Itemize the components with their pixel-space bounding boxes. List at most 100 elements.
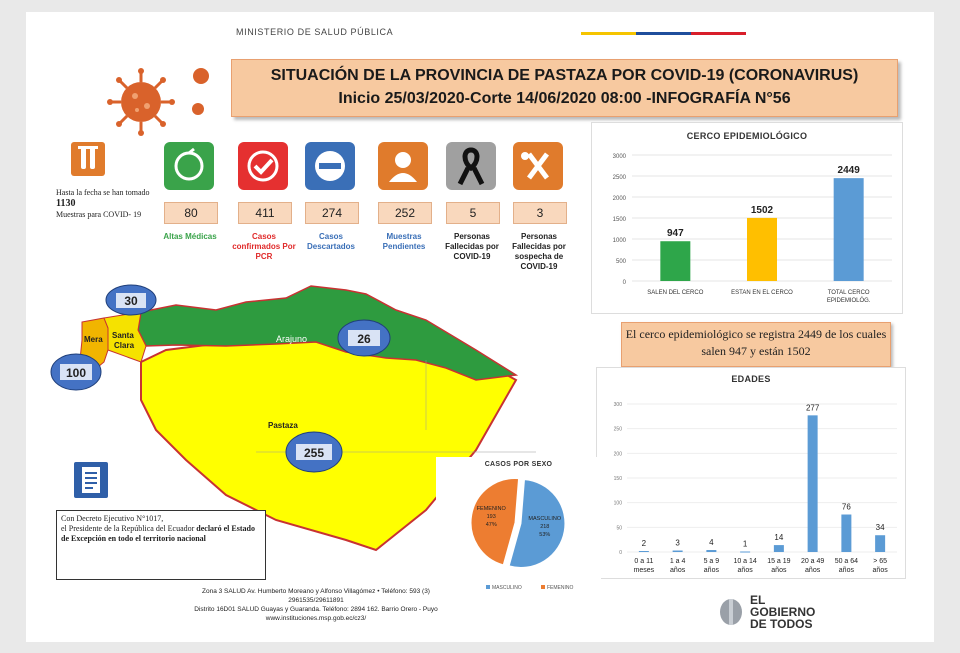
map-label-pastaza: Pastaza: [268, 421, 298, 430]
ages-bar: [706, 550, 717, 552]
pie-slice-value: 193: [487, 514, 496, 520]
stat-value: 80: [164, 202, 218, 224]
pie-legend-swatch: [486, 585, 490, 589]
ages-ytick: 50: [616, 525, 622, 531]
ages-ytick: 0: [619, 550, 622, 556]
ages-ytick: 300: [614, 402, 623, 408]
ages-chart-title: EDADES: [731, 374, 771, 384]
pie-slice-value: 218: [540, 524, 549, 530]
ages-data-label: 14: [774, 533, 783, 542]
test-tube-icon: [71, 142, 105, 176]
map-count-mera: 100: [66, 366, 86, 380]
ages-data-label: 4: [709, 538, 714, 547]
ministry-name: MINISTERIO DE SALUD PÚBLICA: [236, 27, 394, 37]
recovery-icon: [164, 142, 214, 190]
map-count-santa-clara: 30: [124, 294, 138, 308]
cerco-chart-panel: CERCO EPIDEMIOLÓGICO 0 500 1000 1500 2000 250…: [591, 122, 903, 314]
main-title: SITUACIÓN DE LA PROVINCIA DE PASTAZA POR…: [270, 67, 859, 84]
cerco-category-label: TOTAL CERCO EPIDEMIOLÓG.: [827, 290, 871, 304]
ages-data-label: 76: [842, 503, 851, 512]
stat-label: Altas Médicas: [163, 232, 217, 241]
cerco-category-label: ESTAN EN EL CERCO: [731, 290, 793, 296]
map-label-clara: Clara: [114, 341, 135, 350]
cerco-bar: [660, 241, 691, 281]
stat-value: 274: [305, 202, 359, 224]
cerco-data-label: 2449: [838, 165, 861, 176]
gob-line3: DE TODOS: [750, 617, 813, 631]
pie-legend-label: FEMENINO: [547, 585, 574, 591]
cerco-ytick: 1500: [613, 217, 627, 223]
ages-data-label: 3: [675, 539, 680, 548]
document-icon: [74, 462, 108, 498]
cerco-bar: [747, 217, 777, 281]
map-label-mera: Mera: [84, 335, 103, 344]
ages-bar: [807, 415, 818, 552]
pie-slice: [508, 479, 566, 569]
subtitle: Inicio 25/03/2020-Corte 14/06/2020 08:00…: [338, 90, 791, 107]
stat-label: Casos Descartados: [306, 232, 356, 251]
pie-slice-name: FEMENINO: [477, 506, 507, 512]
ages-category-label: 15 a 19 años: [767, 558, 790, 574]
cross-icon: [513, 142, 563, 190]
decree-box: Con Decreto Ejecutivo N°1017, el Preside…: [56, 510, 266, 580]
stat-value: 5: [446, 202, 500, 224]
gob-line1: EL: [750, 593, 766, 607]
title-banner: SITUACIÓN DE LA PROVINCIA DE PASTAZA POR…: [231, 59, 898, 117]
stat-label: Muestras Pendientes: [382, 232, 426, 251]
ages-category-label: 50 a 64 años: [835, 558, 858, 574]
stat-label: Personas Fallecidas por sospecha de COVI…: [512, 232, 566, 271]
doctor-icon: [378, 142, 428, 190]
ages-ytick: 250: [614, 427, 623, 433]
pie-slice-percent: 47%: [486, 522, 497, 528]
cerco-data-label: 1502: [751, 205, 774, 216]
map-region-santa-clara: [103, 311, 147, 363]
footer-contact: Zona 3 SALUD Av. Humberto Moreano y Alfo…: [126, 587, 506, 623]
pie-slice: [470, 478, 520, 566]
cerco-chart-title: CERCO EPIDEMIOLÓGICO: [686, 131, 808, 141]
stat-label: Personas Fallecidas por COVID-19: [445, 232, 499, 261]
cerco-bar: [833, 178, 864, 281]
footer-line2: 2961535/29611891: [288, 597, 344, 604]
ages-category-label: 20 a 49 años: [801, 558, 824, 574]
map-region-arajuno: [137, 285, 519, 381]
footer-line1: Zona 3 SALUD Av. Humberto Moreano y Alfo…: [202, 588, 430, 595]
decree-line1: Con Decreto Ejecutivo N°1017,: [61, 514, 164, 523]
cerco-data-label: 947: [667, 228, 684, 239]
cerco-category-label: SALEN DEL CERCO: [647, 290, 703, 296]
stat-value: 3: [513, 202, 567, 224]
flag-bar-red: [691, 32, 746, 35]
ages-category-label: 0 a 11 meses: [634, 558, 655, 574]
sex-chart: MASCULINO 218 53% FEMENINO 193 47% MASCULINO FE…: [470, 478, 574, 591]
ages-category-label: 5 a 9 años: [704, 558, 720, 574]
cerco-ytick: 2000: [613, 196, 627, 202]
ages-ytick: 150: [614, 476, 623, 482]
decree-bold1: declaró el Estado: [196, 524, 255, 533]
footer-line3: Distrito 16D01 SALUD Guayas y Guaranda. …: [194, 606, 438, 613]
map-count-arajuno: 26: [357, 332, 371, 346]
ages-chart-panel: EDADES 0 50 100 150 200 250 300 2 0 a 11 meses 3 1 …: [596, 367, 906, 579]
sex-chart-title: CASOS POR SEXO: [484, 461, 553, 468]
decree-line2: el Presidente de la República del Ecuado…: [61, 524, 195, 533]
map-label-arajuno: Arajuno: [276, 334, 307, 344]
tests-summary: Hasta la fecha se han tomado 1130 Muestr…: [56, 187, 166, 220]
flag-bar-yellow: [581, 32, 636, 35]
ages-ytick: 100: [614, 501, 623, 507]
stat-value: 252: [378, 202, 432, 224]
cerco-ytick: 1000: [613, 238, 627, 244]
ages-bar: [773, 545, 784, 552]
coat-of-arms-icon: [720, 599, 742, 625]
map-count-pastaza: 255: [304, 446, 324, 460]
cerco-ytick: 500: [616, 259, 627, 265]
pie-slice-percent: 53%: [539, 532, 550, 538]
tests-count: 1130: [56, 198, 76, 209]
ages-bar: [672, 550, 683, 552]
ages-category-label: > 65 años: [873, 558, 889, 574]
decree-bold2: de Excepción en todo el territorio nacio…: [61, 534, 206, 543]
footer-line4: www.instituciones.msp.gob.ec/cz3/: [265, 615, 367, 622]
check-icon: [238, 142, 288, 190]
ages-category-label: 10 a 14 años: [733, 558, 756, 574]
ages-bar: [740, 551, 751, 553]
pie-slice-name: MASCULINO: [528, 516, 561, 522]
ages-data-label: 2: [642, 539, 647, 548]
cerco-ytick: 0: [623, 280, 627, 286]
